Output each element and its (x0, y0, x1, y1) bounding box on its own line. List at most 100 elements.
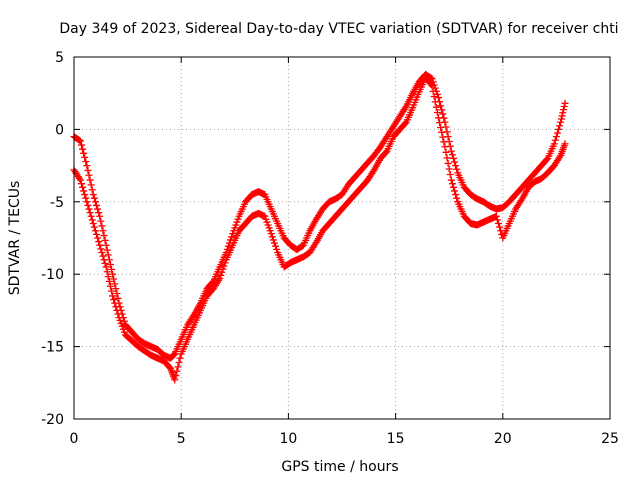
data-point (558, 112, 566, 120)
y-tick-label: 5 (55, 50, 64, 66)
data-point (560, 106, 568, 114)
x-axis-label: GPS time / hours (281, 459, 398, 475)
data-point (110, 275, 118, 283)
y-tick-label: -10 (41, 267, 64, 283)
data-point (443, 154, 451, 162)
y-axis-label: SDTVAR / TECUs (7, 181, 23, 296)
data-point (91, 198, 99, 206)
data-point (439, 133, 447, 141)
data-point (434, 114, 442, 122)
data-point (84, 201, 92, 209)
data-point (99, 252, 107, 260)
data-point (269, 236, 277, 244)
data-point (431, 98, 439, 106)
data-point (169, 351, 177, 359)
x-tick-label: 5 (177, 431, 186, 447)
data-point (95, 209, 103, 217)
data-point (90, 223, 98, 231)
data-point (218, 268, 226, 276)
data-point (112, 285, 120, 293)
data-point (95, 238, 103, 246)
grid (74, 57, 610, 419)
data-point (437, 123, 445, 131)
data-point (267, 230, 275, 238)
data-point (101, 236, 109, 244)
data-point (89, 220, 97, 228)
data-point (453, 165, 461, 173)
data-point (113, 306, 121, 314)
data-point (79, 145, 87, 153)
data-point (94, 205, 102, 213)
data-point (89, 191, 97, 199)
y-tick-label: -5 (50, 195, 64, 211)
data-point (93, 230, 101, 238)
data-point (434, 94, 442, 102)
data-point (449, 154, 457, 162)
data-point (557, 115, 565, 123)
data-point (452, 162, 460, 170)
data-point (101, 259, 109, 267)
data-point (87, 181, 95, 189)
tick-labels: 0 5 10 15 20 25 5 0 -5 -10 -15 -20 (41, 50, 619, 447)
data-point (114, 310, 122, 318)
data-point (96, 212, 104, 220)
data-point (98, 248, 106, 256)
data-point (99, 227, 107, 235)
data-point (103, 246, 111, 254)
data-point (220, 262, 228, 270)
data-point (442, 148, 450, 156)
x-tick-label: 20 (494, 431, 512, 447)
data-point (438, 106, 446, 114)
data-point (427, 81, 435, 89)
data-point (80, 187, 88, 195)
data-point (557, 118, 565, 126)
data-point (79, 183, 87, 191)
x-tick-label: 25 (601, 431, 619, 447)
data-point (85, 171, 93, 179)
data-point (90, 194, 98, 202)
data-point (495, 220, 503, 228)
data-point (108, 265, 116, 273)
data-point (83, 162, 91, 170)
data-point (556, 122, 564, 130)
data-point (112, 303, 120, 311)
data-point (78, 180, 86, 188)
data-point (437, 102, 445, 110)
data-point (221, 259, 229, 267)
data-point (448, 180, 456, 188)
data-point (174, 363, 182, 371)
data-point (111, 280, 119, 288)
data-point (451, 158, 459, 166)
data-point (268, 233, 276, 241)
data-point (543, 156, 551, 164)
plot-frame (73, 56, 611, 420)
data-point (447, 176, 455, 184)
data-point (438, 128, 446, 136)
series-track-b (70, 73, 569, 384)
data-point (217, 271, 225, 279)
data-point (114, 294, 122, 302)
data-point (272, 242, 280, 250)
data-point (433, 109, 441, 117)
y-tick-label: -20 (41, 412, 64, 428)
data-point (449, 183, 457, 191)
data-point (219, 265, 227, 273)
data-point (96, 241, 104, 249)
data-point (113, 290, 121, 298)
data-point (560, 102, 568, 110)
data-point (401, 119, 409, 127)
data-point (102, 241, 110, 249)
data-point (561, 140, 569, 148)
data-point (550, 140, 558, 148)
data-point (76, 137, 84, 145)
data-point (75, 136, 83, 144)
x-tick-label: 15 (387, 431, 405, 447)
data-point (83, 198, 91, 206)
data-point (445, 165, 453, 173)
data-point (105, 277, 113, 285)
data-point (270, 239, 278, 247)
data-point (441, 143, 449, 151)
data-point (176, 354, 184, 362)
data-point (553, 129, 561, 137)
